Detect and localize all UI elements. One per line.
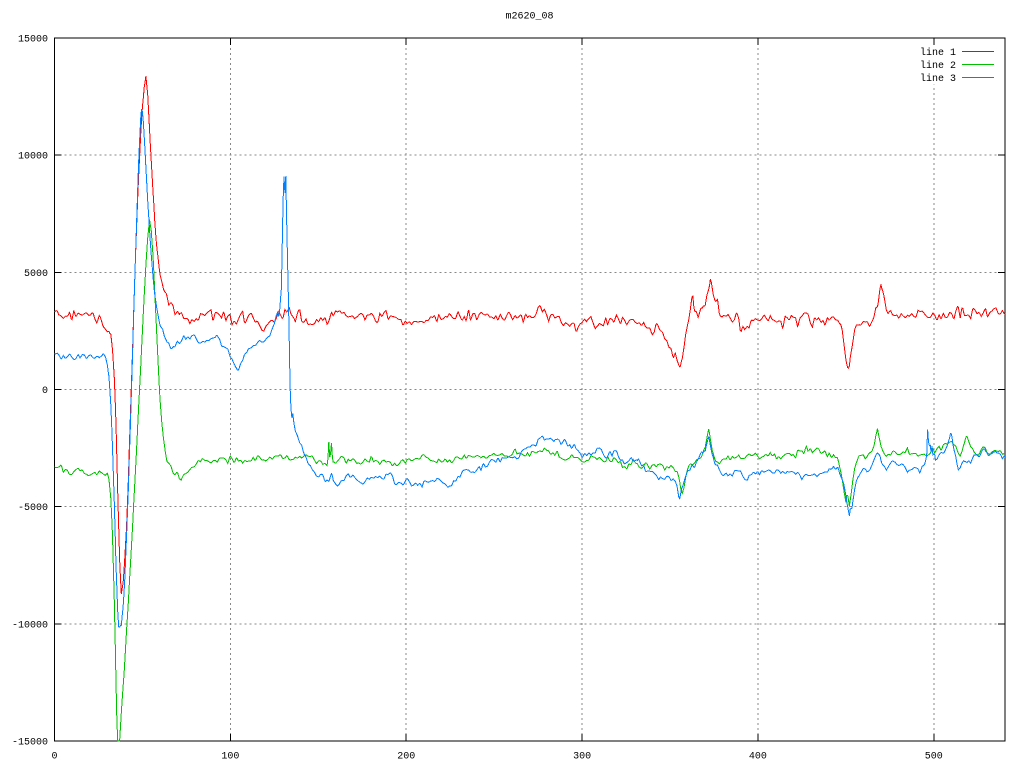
svg-text:0: 0 [51, 752, 57, 763]
svg-text:400: 400 [749, 752, 767, 763]
svg-text:300: 300 [573, 752, 591, 763]
svg-text:line 1: line 1 [920, 47, 956, 59]
svg-text:-5000: -5000 [18, 503, 48, 514]
svg-text:line 3: line 3 [920, 73, 956, 85]
svg-text:-15000: -15000 [12, 738, 48, 749]
svg-text:m2620_08: m2620_08 [505, 12, 553, 23]
svg-text:200: 200 [397, 752, 415, 763]
svg-text:500: 500 [925, 752, 943, 763]
svg-text:10000: 10000 [18, 152, 48, 163]
svg-text:-10000: -10000 [12, 620, 48, 631]
svg-text:5000: 5000 [24, 269, 48, 280]
svg-text:0: 0 [42, 386, 48, 397]
svg-text:15000: 15000 [18, 35, 48, 46]
svg-text:line 2: line 2 [920, 60, 956, 72]
svg-text:100: 100 [221, 752, 239, 763]
